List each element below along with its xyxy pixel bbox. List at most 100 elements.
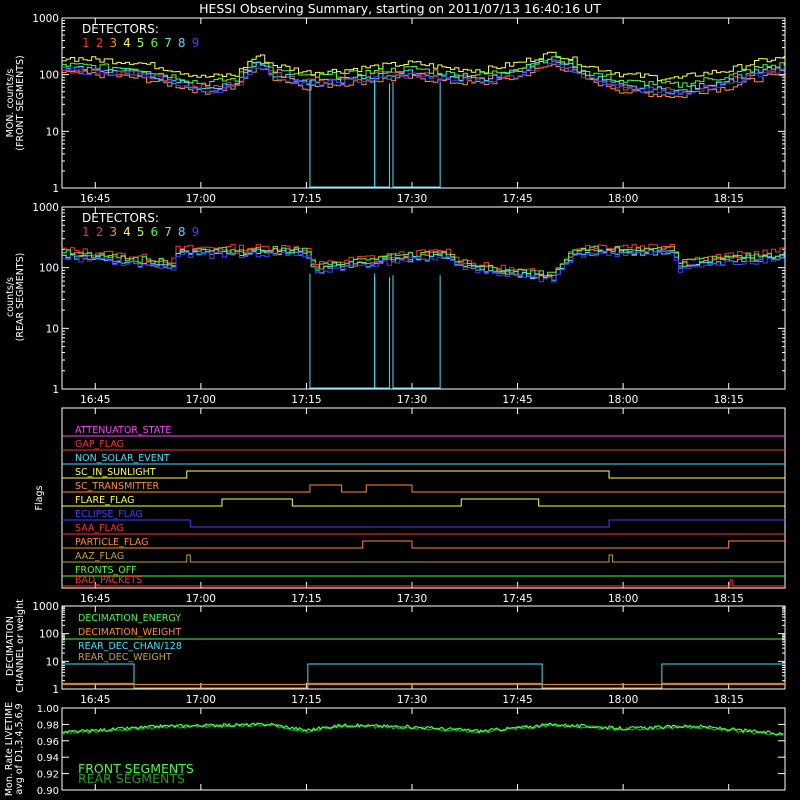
front-panel-detector-number: 5 [137, 36, 145, 50]
front-panel-ylabel: MON. counts/s [5, 69, 16, 138]
front-panel-detector-number: 9 [192, 36, 200, 50]
flag-line-particle-flag [62, 540, 785, 549]
front-panel-detector-number: 1 [82, 36, 90, 50]
livetime-legend-rear: REAR SEGMENTS [78, 771, 185, 786]
rear-panel-ytick-label: 10 [46, 323, 59, 335]
flags-panel-xtick-label: 18:15 [714, 593, 744, 605]
rear-panel-xtick-label: 17:15 [291, 394, 321, 406]
rear-panel-series-1 [62, 243, 785, 277]
flag-label-saa-flag: SAA_FLAG [75, 523, 124, 534]
front-panel-dropout [374, 83, 390, 188]
front-panel-detector-number: 4 [123, 36, 131, 50]
flag-line-eclipse-flag [62, 519, 785, 528]
decimation-panel-xtick-label: 17:15 [291, 694, 321, 706]
rear-dec-weight-line [62, 682, 785, 689]
livetime-ytick-label: 0.94 [37, 753, 59, 764]
livetime-panel-ylabel: Mon. Rate LIVETIME [4, 702, 15, 796]
front-panel-xtick-label: 17:15 [291, 193, 321, 205]
rear-panel-detector-number: 9 [192, 225, 200, 239]
decimation-panel-xtick-label: 17:30 [397, 694, 427, 706]
rear-panel-xtick-label: 18:00 [608, 394, 638, 406]
front-panel-dropout [392, 81, 441, 188]
rear-panel-dropout [392, 275, 441, 389]
rear-panel-xtick-label: 18:15 [714, 394, 744, 406]
front-panel-detectors-label: DETECTORS: [82, 22, 159, 36]
flag-label-bad-packets: BAD_PACKETS [75, 575, 142, 586]
flag-label-fronts-off: FRONTS_OFF [75, 565, 137, 576]
flags-panel-xtick-label: 17:15 [291, 593, 321, 605]
livetime-panel-frame [61, 707, 786, 791]
front-panel-detector-number: 8 [178, 36, 186, 50]
livetime-series-front [61, 722, 784, 736]
front-panel-ytick-label: 10 [46, 126, 59, 138]
decimation-panel-xtick-label: 17:00 [186, 694, 216, 706]
rear-panel-ytick-label: 1000 [32, 202, 59, 214]
rear-panel-ylabel: (REAR SEGMENTS) [15, 253, 26, 342]
flag-label-flare-flag: FLARE_FLAG [75, 495, 135, 506]
front-panel-detector-number: 2 [96, 36, 104, 50]
front-panel-series-3 [62, 63, 785, 99]
rear-panel-frame [61, 206, 786, 390]
rear-panel-xtick-label: 17:30 [397, 394, 427, 406]
decimation-legend-2: DECIMATION_WEIGHT [78, 627, 181, 638]
flags-panel-xtick-label: 17:30 [397, 593, 427, 605]
decimation-legend-4: REAR_DEC_WEIGHT [78, 652, 172, 663]
decimation-legend-1: DECIMATION_ENERGY [78, 613, 181, 624]
flags-panel-xtick-label: 17:00 [186, 593, 216, 605]
front-panel-xtick-label: 17:30 [397, 193, 427, 205]
flag-label-attenuator-state: ATTENUATOR_STATE [75, 425, 171, 436]
flags-panel-frame [61, 407, 786, 589]
front-panel-xtick-label: 18:00 [608, 193, 638, 205]
front-panel-xtick-label: 17:00 [186, 193, 216, 205]
flag-line-bad-packets [62, 579, 785, 587]
flag-line-flare-flag [62, 498, 785, 507]
livetime-legend-front: FRONT SEGMENTS [78, 761, 194, 776]
rear-panel-xtick-label: 17:00 [186, 394, 216, 406]
front-panel-ylabel: (FRONT SEGMENTS) [15, 55, 26, 150]
rear-panel-xtick-label: 17:45 [502, 394, 532, 406]
flag-line-aaz-flag [62, 554, 785, 563]
livetime-ytick-label: 0.98 [37, 720, 59, 731]
front-panel-series-6 [62, 56, 785, 88]
livetime-ytick-label: 1.00 [37, 704, 59, 715]
front-panel-xtick-label: 17:45 [502, 193, 532, 205]
decimation-legend-3: REAR_DEC_CHAN/128 [78, 641, 182, 652]
rear-panel-xtick-label: 16:45 [80, 394, 110, 406]
flags-panel-xtick-label: 17:45 [502, 593, 532, 605]
front-panel-ytick-label: 1000 [32, 13, 59, 25]
flag-line-sc-transmitter [62, 484, 785, 493]
flags-panel-ylabel: Flags [34, 485, 45, 510]
livetime-panel-ylabel: avg of D1,3,4,5,6,9 [14, 703, 25, 794]
decimation-panel-ylabel: CHANNEL or weight [15, 599, 26, 693]
front-panel-series-4 [62, 51, 785, 81]
flag-label-sc-transmitter: SC_TRANSMITTER [75, 481, 160, 492]
livetime-ytick-label: 0.90 [37, 786, 59, 797]
decimation-panel-xtick-label: 17:45 [502, 694, 532, 706]
livetime-ytick-label: 0.92 [37, 770, 59, 781]
rear-dec-chan-line [62, 663, 785, 689]
rear-panel-series-9 [62, 250, 785, 283]
rear-panel-detector-number: 5 [137, 225, 145, 239]
figure-title: HESSI Observing Summary, starting on 201… [199, 1, 601, 16]
flag-label-aaz-flag: AAZ_FLAG [75, 551, 124, 562]
rear-panel-series-6 [62, 245, 785, 279]
rear-panel-detector-number: 8 [178, 225, 186, 239]
rear-panel-dropout [309, 273, 376, 389]
flags-panel-xtick-label: 18:00 [608, 593, 638, 605]
rear-panel-dropout [374, 277, 390, 389]
front-panel-detector-number: 7 [164, 36, 172, 50]
decimation-panel-ytick-label: 1 [52, 684, 59, 696]
front-panel-detector-number: 6 [151, 36, 159, 50]
flag-label-eclipse-flag: ECLIPSE_FLAG [75, 509, 143, 520]
flag-label-particle-flag: PARTICLE_FLAG [75, 537, 148, 548]
flag-label-sc-in-sunlight: SC_IN_SUNLIGHT [75, 467, 156, 478]
decimation-panel-ytick-label: 10 [46, 656, 59, 668]
rear-panel-ylabel: counts/s [5, 277, 16, 317]
front-panel-series-9 [62, 59, 785, 95]
rear-panel-ytick-label: 1 [52, 384, 59, 396]
flag-label-non-solar-event: NON_SOLAR_EVENT [75, 453, 170, 464]
rear-panel-detector-number: 7 [164, 225, 172, 239]
rear-panel-detector-number: 2 [96, 225, 104, 239]
decimation-panel-xtick-label: 16:45 [80, 694, 110, 706]
